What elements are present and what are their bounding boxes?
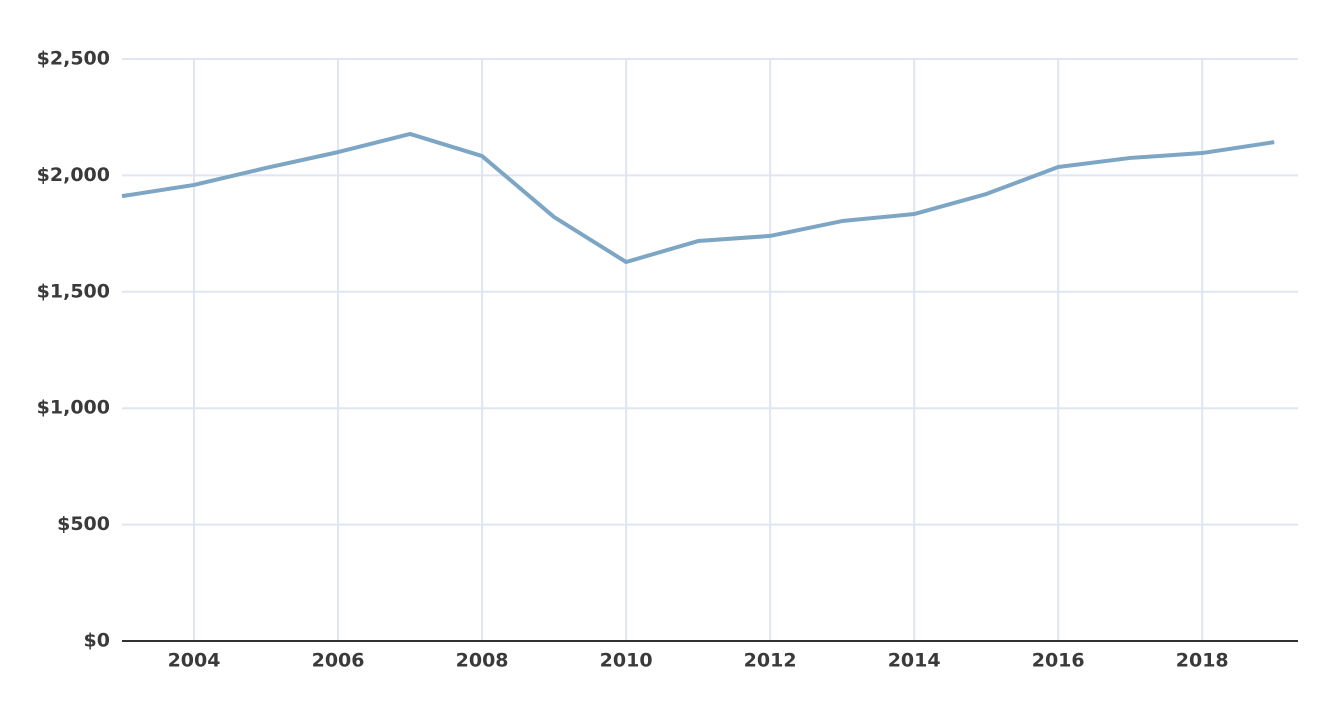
y-tick-label: $0 xyxy=(84,630,110,652)
data-line xyxy=(121,131,1275,265)
x-tick-label: 2018 xyxy=(1176,650,1229,672)
x-tick-label: 2006 xyxy=(312,650,365,672)
y-tick-label: $2,000 xyxy=(37,164,110,186)
x-tick-label: 2008 xyxy=(456,650,509,672)
y-tick-label: $1,000 xyxy=(37,397,110,419)
x-tick-label: 2014 xyxy=(888,650,941,672)
y-tick-label: $1,500 xyxy=(37,280,110,302)
x-tick-label: 2010 xyxy=(600,650,653,672)
y-tick-label: $2,500 xyxy=(37,48,110,70)
x-tick-label: 2012 xyxy=(744,650,797,672)
x-tick-label: 2016 xyxy=(1032,650,1085,672)
y-tick-label: $500 xyxy=(57,513,110,535)
x-tick-label: 2004 xyxy=(168,650,221,672)
